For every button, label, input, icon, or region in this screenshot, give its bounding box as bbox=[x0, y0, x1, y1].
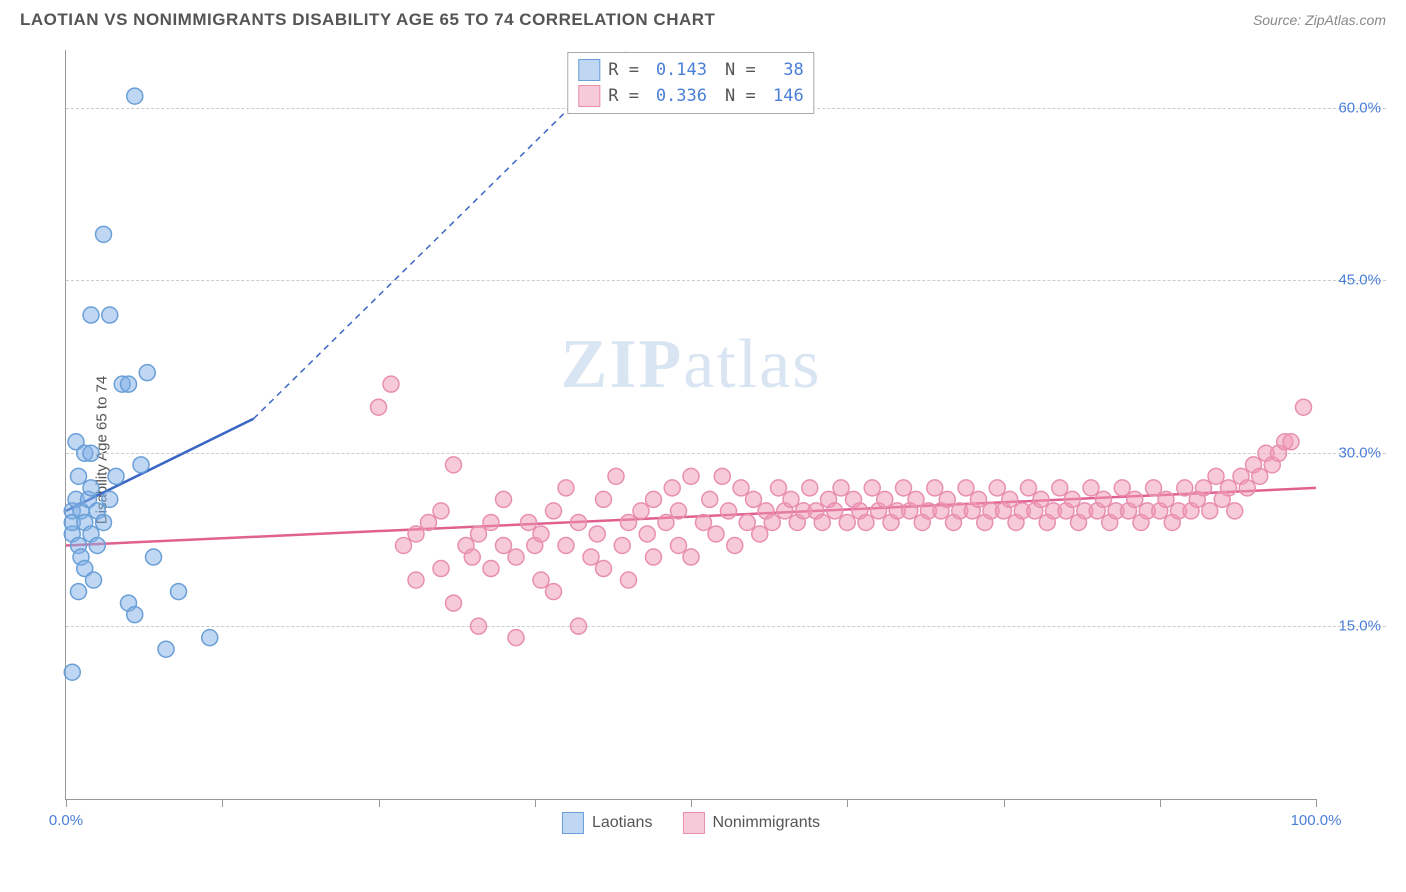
xtick bbox=[535, 799, 536, 807]
legend-item-laotians: Laotians bbox=[562, 812, 653, 834]
swatch-icon bbox=[682, 812, 704, 834]
plot-area: ZIPatlas R =0.143N =38R =0.336N =146 Lao… bbox=[65, 50, 1316, 800]
swatch-icon bbox=[578, 85, 600, 107]
chart-header: LAOTIAN VS NONIMMIGRANTS DISABILITY AGE … bbox=[0, 0, 1406, 35]
legend-item-nonimmigrants: Nonimmigrants bbox=[682, 812, 820, 834]
xtick bbox=[1004, 799, 1005, 807]
legend-series: Laotians Nonimmigrants bbox=[562, 812, 820, 834]
legend-correlation-row: R =0.143N =38 bbox=[578, 57, 803, 83]
ytick-label: 15.0% bbox=[1338, 618, 1381, 635]
scatter-svg bbox=[66, 50, 1316, 799]
ytick-label: 30.0% bbox=[1338, 445, 1381, 462]
xtick bbox=[691, 799, 692, 807]
chart-source: Source: ZipAtlas.com bbox=[1253, 12, 1386, 28]
chart-title: LAOTIAN VS NONIMMIGRANTS DISABILITY AGE … bbox=[20, 10, 715, 30]
legend-label: Nonimmigrants bbox=[712, 814, 820, 832]
ytick-label: 45.0% bbox=[1338, 272, 1381, 289]
xtick bbox=[1316, 799, 1317, 807]
xtick bbox=[66, 799, 67, 807]
swatch-icon bbox=[578, 59, 600, 81]
legend-correlation-row: R =0.336N =146 bbox=[578, 83, 803, 109]
swatch-icon bbox=[562, 812, 584, 834]
xtick-label: 0.0% bbox=[49, 812, 83, 829]
legend-correlation: R =0.143N =38R =0.336N =146 bbox=[567, 52, 814, 114]
legend-label: Laotians bbox=[592, 814, 653, 832]
xtick bbox=[222, 799, 223, 807]
xtick bbox=[379, 799, 380, 807]
xtick bbox=[1160, 799, 1161, 807]
xtick-label: 100.0% bbox=[1291, 812, 1342, 829]
ytick-label: 60.0% bbox=[1338, 99, 1381, 116]
xtick bbox=[847, 799, 848, 807]
chart-container: Disability Age 65 to 74 ZIPatlas R =0.14… bbox=[20, 40, 1386, 860]
